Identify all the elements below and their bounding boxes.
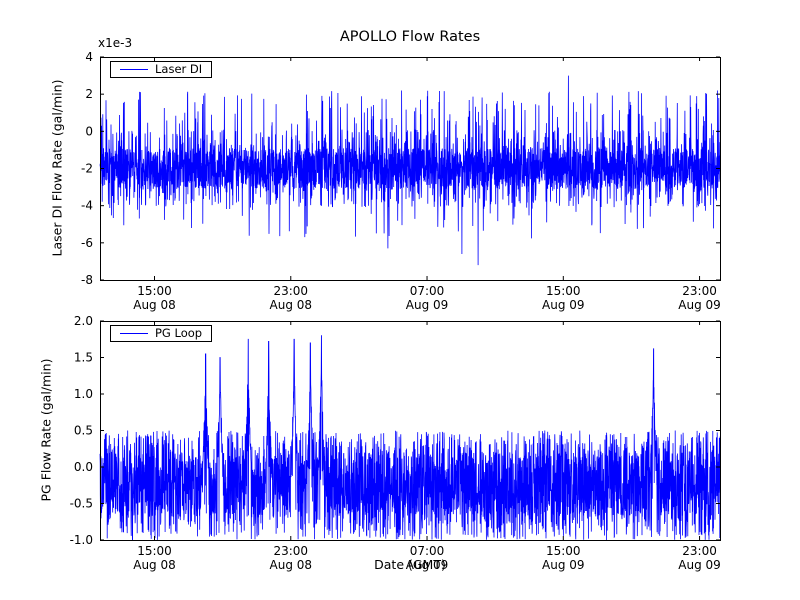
x-tick-label-time: 15:00 xyxy=(546,284,581,298)
y-axis-offset-label: x1e-3 xyxy=(98,36,133,50)
x-tick-label-date: Aug 09 xyxy=(678,558,721,572)
x-tick-label-date: Aug 08 xyxy=(270,298,313,312)
laser-di-legend-line-sample xyxy=(120,69,148,70)
x-tick-label-time: 15:00 xyxy=(137,544,172,558)
x-tick-label-date: Aug 09 xyxy=(542,558,585,572)
y-tick-label: -1.0 xyxy=(70,533,93,547)
laser-di-legend: Laser DI xyxy=(110,61,213,78)
x-tick-label-time: 07:00 xyxy=(410,284,445,298)
y-tick-label: 0.0 xyxy=(74,460,93,474)
pg-loop-legend-label: PG Loop xyxy=(155,325,203,340)
y-tick-label: 1.0 xyxy=(74,387,93,401)
x-tick-label-time: 23:00 xyxy=(682,284,717,298)
y-tick-label: 2.0 xyxy=(74,314,93,328)
y-tick-label: -6 xyxy=(81,236,93,250)
y-tick-label: 0 xyxy=(85,124,93,138)
x-tick-label-time: 15:00 xyxy=(546,544,581,558)
x-axis-label: Date (GMT) xyxy=(374,557,446,572)
x-tick-label-time: 23:00 xyxy=(682,544,717,558)
x-tick-label-date: Aug 09 xyxy=(542,298,585,312)
y-tick-label: -4 xyxy=(81,199,93,213)
x-tick-label-date: Aug 09 xyxy=(678,298,721,312)
x-tick-label-date: Aug 09 xyxy=(406,558,449,572)
y-tick-label: 2 xyxy=(85,87,93,101)
y-tick-label: 1.5 xyxy=(74,351,93,365)
x-tick-label-date: Aug 08 xyxy=(270,558,313,572)
x-tick-label-date: Aug 08 xyxy=(133,298,176,312)
x-tick-label-time: 07:00 xyxy=(410,544,445,558)
x-tick-label-date: Aug 08 xyxy=(133,558,176,572)
pg-loop-legend-line-sample xyxy=(120,333,148,334)
x-tick-label-time: 15:00 xyxy=(137,284,172,298)
y-tick-label: 0.5 xyxy=(74,424,93,438)
x-tick-label-time: 23:00 xyxy=(273,544,308,558)
x-tick-label-date: Aug 09 xyxy=(406,298,449,312)
y-tick-label: -0.5 xyxy=(70,497,93,511)
x-tick-label-time: 23:00 xyxy=(273,284,308,298)
laser-di-data-line xyxy=(99,75,721,266)
y-tick-label: -2 xyxy=(81,162,93,176)
laser-di-legend-label: Laser DI xyxy=(155,61,203,76)
pg-loop-data-line xyxy=(99,335,721,541)
y-tick-label: -8 xyxy=(81,273,93,287)
pg-loop-legend: PG Loop xyxy=(110,325,213,342)
y-tick-label: 4 xyxy=(85,50,93,64)
chart-title: APOLLO Flow Rates xyxy=(339,29,481,45)
